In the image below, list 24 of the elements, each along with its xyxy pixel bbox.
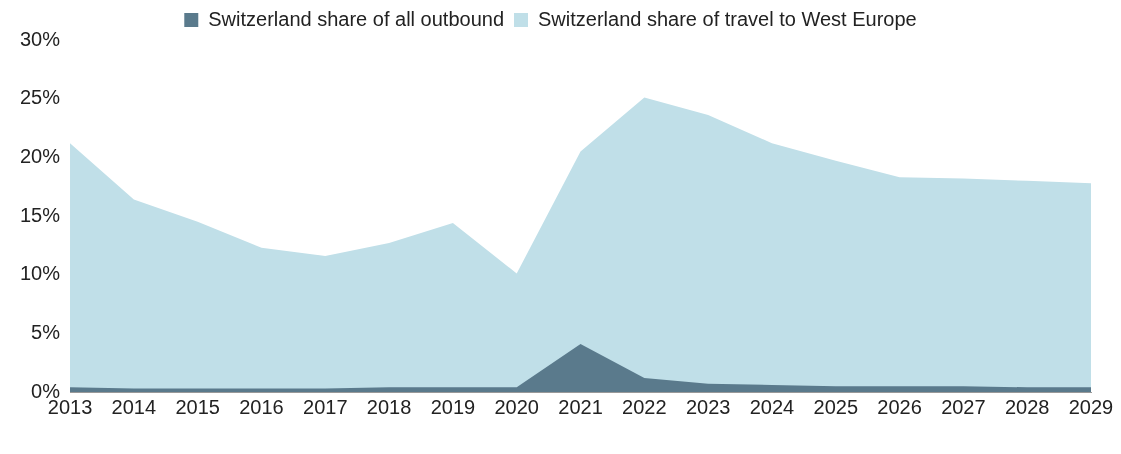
y-tick-label: 20% bbox=[20, 144, 61, 167]
x-tick-label: 2018 bbox=[366, 395, 412, 418]
y-tick-label: 25% bbox=[20, 86, 61, 109]
x-tick-label: 2019 bbox=[430, 395, 476, 418]
y-tick-label: 10% bbox=[20, 262, 61, 285]
x-tick-label: 2027 bbox=[941, 395, 986, 418]
x-tick-label: 2023 bbox=[685, 395, 731, 418]
y-tick-label: 5% bbox=[31, 320, 61, 343]
x-tick-label: 2020 bbox=[494, 395, 539, 418]
x-tick-label: 2017 bbox=[303, 395, 348, 418]
x-tick-label: 2024 bbox=[749, 395, 795, 418]
x-tick-label: 2029 bbox=[1068, 395, 1114, 418]
legend-label: Switzerland share of travel to West Europe bbox=[538, 7, 917, 30]
x-tick-label: 2022 bbox=[622, 395, 667, 418]
x-tick-label: 2028 bbox=[1004, 395, 1050, 418]
x-tick-label: 2015 bbox=[175, 395, 220, 418]
x-tick-label: 2014 bbox=[111, 395, 157, 418]
y-tick-label: 15% bbox=[20, 203, 61, 226]
y-tick-label: 30% bbox=[20, 27, 61, 50]
x-tick-label: 2016 bbox=[239, 395, 284, 418]
x-tick-label: 2021 bbox=[558, 395, 603, 418]
x-tick-label: 2026 bbox=[877, 395, 922, 418]
legend-label: Switzerland share of all outbound bbox=[208, 7, 505, 30]
x-tick-label: 2025 bbox=[813, 395, 859, 418]
